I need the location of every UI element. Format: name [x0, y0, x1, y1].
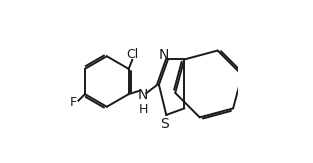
Text: N: N [137, 88, 148, 102]
Text: F: F [69, 96, 77, 109]
Text: H: H [139, 103, 148, 116]
Text: S: S [160, 117, 169, 131]
Text: Cl: Cl [126, 48, 138, 61]
Text: N: N [158, 48, 168, 62]
